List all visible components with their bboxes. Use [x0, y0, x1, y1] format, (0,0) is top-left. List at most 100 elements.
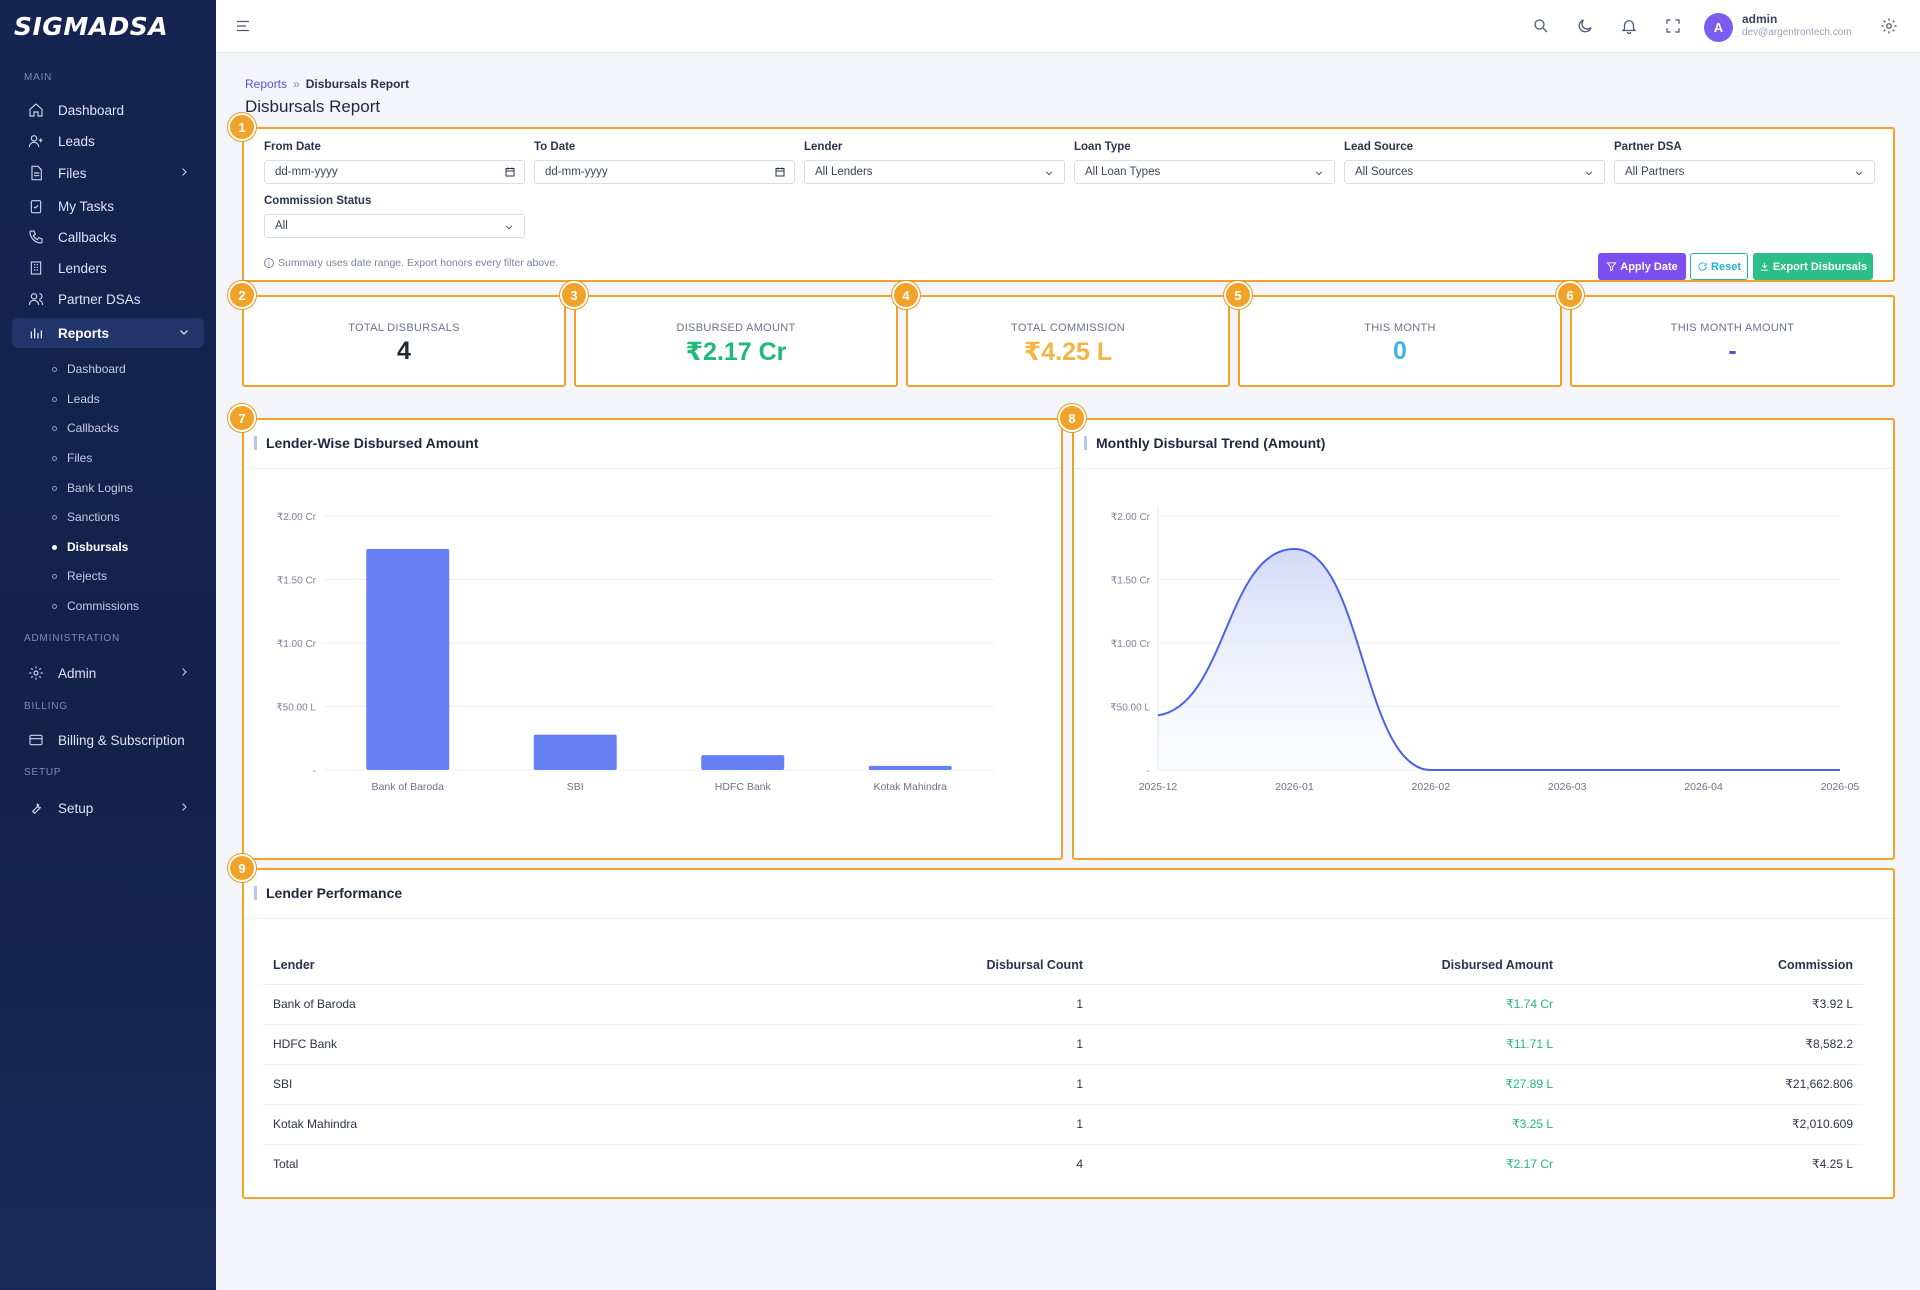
- commission-status-label: Commission Status: [264, 195, 372, 207]
- breadcrumb-parent[interactable]: Reports: [245, 77, 288, 91]
- chevron-down-icon: [1854, 168, 1864, 178]
- partner-dsa-select[interactable]: All Partners: [1614, 160, 1875, 184]
- reset-button[interactable]: Reset: [1690, 253, 1748, 280]
- filter-icon: [1606, 262, 1617, 272]
- x-tick-label: 2025-12: [1139, 781, 1178, 793]
- to-date-label: To Date: [534, 141, 576, 153]
- y-tick-label: ₹2.00 Cr: [1111, 512, 1151, 523]
- kpi-disbursed-amount: DISBURSED AMOUNT ₹2.17 Cr: [574, 295, 898, 387]
- y-tick-label: ₹1.50 Cr: [277, 576, 317, 587]
- bullet-icon: [52, 603, 57, 609]
- gear-icon: [28, 665, 44, 681]
- x-tick-label: 2026-01: [1275, 781, 1314, 793]
- refresh-icon: [1698, 262, 1707, 271]
- bar[interactable]: [366, 549, 450, 770]
- bullet-icon: [52, 425, 57, 431]
- to-date-input[interactable]: dd-mm-yyyy: [534, 160, 795, 184]
- lead-source-select[interactable]: All Sources: [1344, 160, 1605, 184]
- bullet-icon: [52, 366, 57, 372]
- table-header-row: Lender Disbursal Count Disbursed Amount …: [263, 946, 1863, 985]
- filters-panel: From Date dd-mm-yyyy To Date dd-mm-yyyy …: [242, 127, 1895, 282]
- sidebar-item-files[interactable]: Files: [12, 158, 204, 188]
- x-tick-label: HDFC Bank: [715, 781, 772, 793]
- column-header[interactable]: Disbursal Count: [823, 946, 1093, 985]
- apply-date-button[interactable]: Apply Date: [1598, 253, 1686, 280]
- avatar[interactable]: A: [1704, 13, 1733, 42]
- kpi-value: -: [1728, 337, 1737, 365]
- sidebar-item-dashboard[interactable]: Dashboard: [12, 95, 204, 125]
- bell-icon[interactable]: [1620, 17, 1638, 35]
- brand-logo[interactable]: SIGMADSA: [14, 11, 169, 41]
- sidebar-item-label: Partner DSAs: [58, 291, 141, 307]
- section-billing: BILLING: [24, 701, 68, 712]
- bar[interactable]: [701, 755, 785, 770]
- chart-title: Lender-Wise Disbursed Amount: [254, 436, 479, 450]
- kpi-this-month: THIS MONTH 0: [1238, 295, 1562, 387]
- column-header[interactable]: Lender: [263, 946, 823, 985]
- lender-select[interactable]: All Lenders: [804, 160, 1065, 184]
- bar-chart-icon: [28, 325, 44, 341]
- column-header[interactable]: Commission: [1563, 946, 1863, 985]
- sidebar-item-label: Leads: [58, 133, 95, 149]
- sidebar-item-setup[interactable]: Setup: [12, 793, 204, 823]
- reports-sub-dashboard[interactable]: Dashboard: [52, 362, 126, 376]
- bar[interactable]: [533, 734, 617, 770]
- home-icon: [28, 102, 44, 118]
- from-date-input[interactable]: dd-mm-yyyy: [264, 160, 525, 184]
- phone-icon: [28, 229, 44, 245]
- kpi-label: DISBURSED AMOUNT: [676, 322, 796, 334]
- sidebar-item-admin[interactable]: Admin: [12, 658, 204, 688]
- table-title: Lender Performance: [254, 886, 402, 900]
- annotation-badge: 7: [228, 404, 256, 432]
- sidebar-item-label: Lenders: [58, 260, 107, 276]
- reports-sub-rejects[interactable]: Rejects: [52, 569, 107, 583]
- breadcrumb-separator: »: [293, 77, 300, 91]
- area-chart: ₹2.00 Cr ₹1.50 Cr ₹1.00 Cr ₹50.00 L - 2025-12…: [1110, 506, 1859, 793]
- export-disbursals-button[interactable]: Export Disbursals: [1753, 253, 1873, 280]
- y-tick-label: -: [313, 766, 316, 777]
- reports-sub-callbacks[interactable]: Callbacks: [52, 421, 119, 435]
- sidebar-item-callbacks[interactable]: Callbacks: [12, 222, 204, 252]
- sidebar-item-partner-dsas[interactable]: Partner DSAs: [12, 284, 204, 314]
- reports-sub-leads[interactable]: Leads: [52, 392, 100, 406]
- settings-gear-icon[interactable]: [1880, 17, 1898, 35]
- reports-sub-disbursals[interactable]: Disbursals: [52, 540, 128, 554]
- search-icon[interactable]: [1532, 17, 1550, 35]
- kpi-total-disbursals: TOTAL DISBURSALS 4: [242, 295, 566, 387]
- lead-source-label: Lead Source: [1344, 141, 1414, 153]
- sidebar-item-label: Files: [58, 165, 87, 181]
- reports-sub-files[interactable]: Files: [52, 451, 92, 465]
- column-header[interactable]: Disbursed Amount: [1093, 946, 1563, 985]
- sidebar-item-leads[interactable]: Leads: [12, 126, 204, 156]
- bar-chart: ₹2.00 Cr ₹1.50 Cr ₹1.00 Cr ₹50.00 L - Bank of…: [276, 512, 994, 793]
- user-name[interactable]: admin: [1742, 12, 1778, 26]
- sidebar-item-my-tasks[interactable]: My Tasks: [12, 191, 204, 221]
- sidebar-item-reports[interactable]: Reports: [12, 318, 204, 348]
- fullscreen-icon[interactable]: [1664, 17, 1682, 35]
- bar[interactable]: [868, 765, 952, 770]
- commission-status-select[interactable]: All: [264, 214, 525, 238]
- sidebar-item-lenders[interactable]: Lenders: [12, 253, 204, 283]
- bullet-icon: [52, 396, 57, 402]
- annotation-badge: 5: [1224, 281, 1252, 309]
- reports-sub-commissions[interactable]: Commissions: [52, 599, 139, 613]
- bullet-icon: [52, 573, 57, 579]
- area-fill: [1158, 549, 1840, 770]
- menu-icon[interactable]: [234, 17, 252, 35]
- calendar-icon[interactable]: [504, 166, 516, 178]
- sidebar-item-label: Callbacks: [58, 229, 117, 245]
- y-tick-label: ₹50.00 L: [276, 703, 316, 714]
- reports-sub-bank-logins[interactable]: Bank Logins: [52, 481, 133, 495]
- chevron-right-icon: [178, 801, 190, 813]
- sidebar-item-billing[interactable]: Billing & Subscription: [12, 725, 204, 755]
- bullet-icon: [52, 544, 57, 550]
- chevron-down-icon: [1044, 168, 1054, 178]
- topbar: A admin dev@argentrontech.com: [216, 0, 1920, 53]
- loan-type-select[interactable]: All Loan Types: [1074, 160, 1335, 184]
- lender-performance-card: Lender Performance Lender Disbursal Coun…: [242, 868, 1895, 1199]
- section-setup: SETUP: [24, 767, 62, 778]
- calendar-icon[interactable]: [774, 166, 786, 178]
- moon-icon[interactable]: [1576, 17, 1594, 35]
- clipboard-check-icon: [28, 198, 44, 214]
- reports-sub-sanctions[interactable]: Sanctions: [52, 510, 120, 524]
